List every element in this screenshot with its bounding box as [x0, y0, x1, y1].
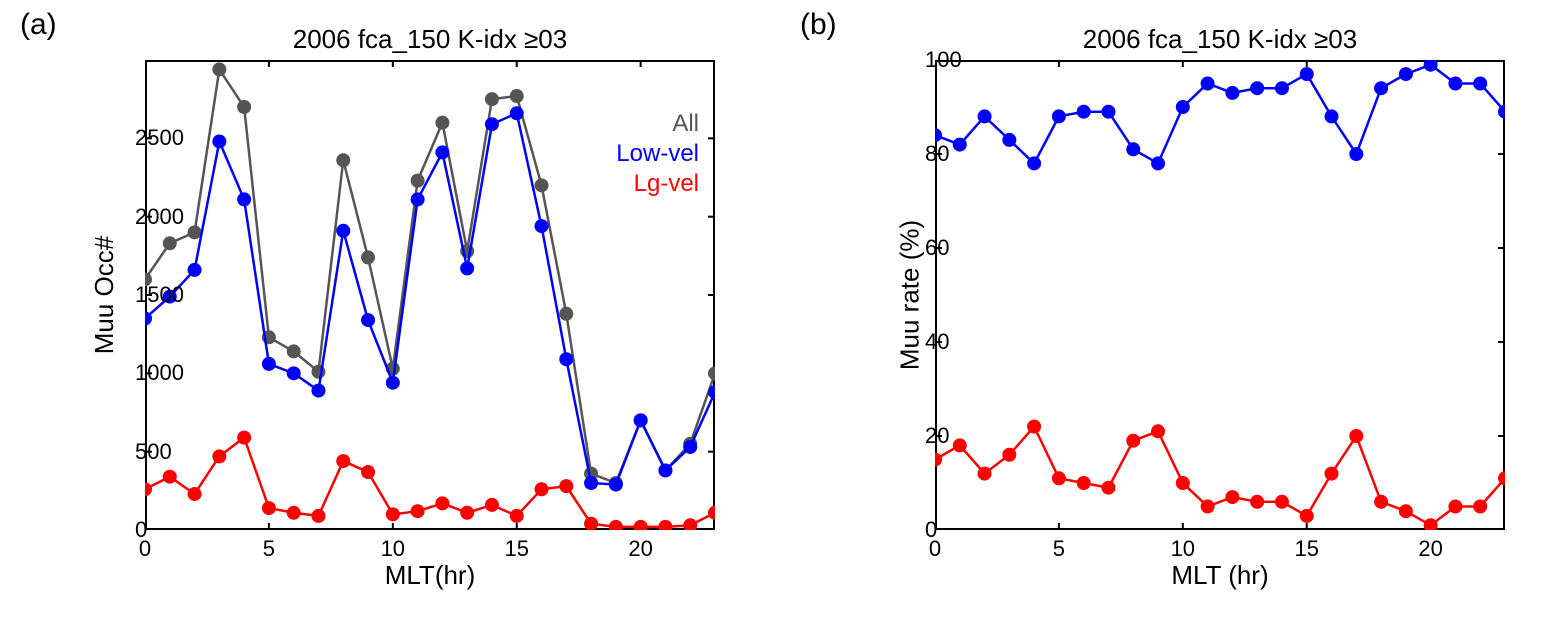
- xtick-label: 20: [628, 536, 652, 562]
- xtick-label: 10: [381, 536, 405, 562]
- panel-a-title: 2006 fca_150 K-idx ≥03: [145, 24, 715, 55]
- xtick-label: 5: [1053, 536, 1065, 562]
- xtick-label: 15: [504, 536, 528, 562]
- figure: (a) 2006 fca_150 K-idx ≥03 0510152005001…: [0, 0, 1566, 627]
- legend-lgvel: Lg-vel: [634, 170, 699, 198]
- panel-b: 2006 fca_150 K-idx ≥03 05101520020406080…: [935, 60, 1505, 530]
- panel-a-xlabel: MLT(hr): [385, 560, 476, 591]
- panel-a-label: (a): [20, 8, 57, 42]
- legend-lowvel: Low-vel: [616, 140, 699, 168]
- panel-b-svg: [935, 60, 1505, 530]
- panel-a: 2006 fca_150 K-idx ≥03 05101520050010001…: [145, 60, 715, 530]
- panel-a-ylabel: Muu Occ#: [89, 236, 120, 355]
- panel-b-label: (b): [800, 8, 837, 42]
- panel-b-xlabel: MLT (hr): [1171, 560, 1268, 591]
- panel-a-svg: [145, 60, 715, 530]
- xtick-label: 5: [263, 536, 275, 562]
- panel-b-ylabel: Muu rate (%): [895, 220, 926, 370]
- xtick-label: 10: [1171, 536, 1195, 562]
- panel-b-title: 2006 fca_150 K-idx ≥03: [935, 24, 1505, 55]
- legend-all: All: [672, 110, 699, 138]
- xtick-label: 20: [1418, 536, 1442, 562]
- xtick-label: 15: [1294, 536, 1318, 562]
